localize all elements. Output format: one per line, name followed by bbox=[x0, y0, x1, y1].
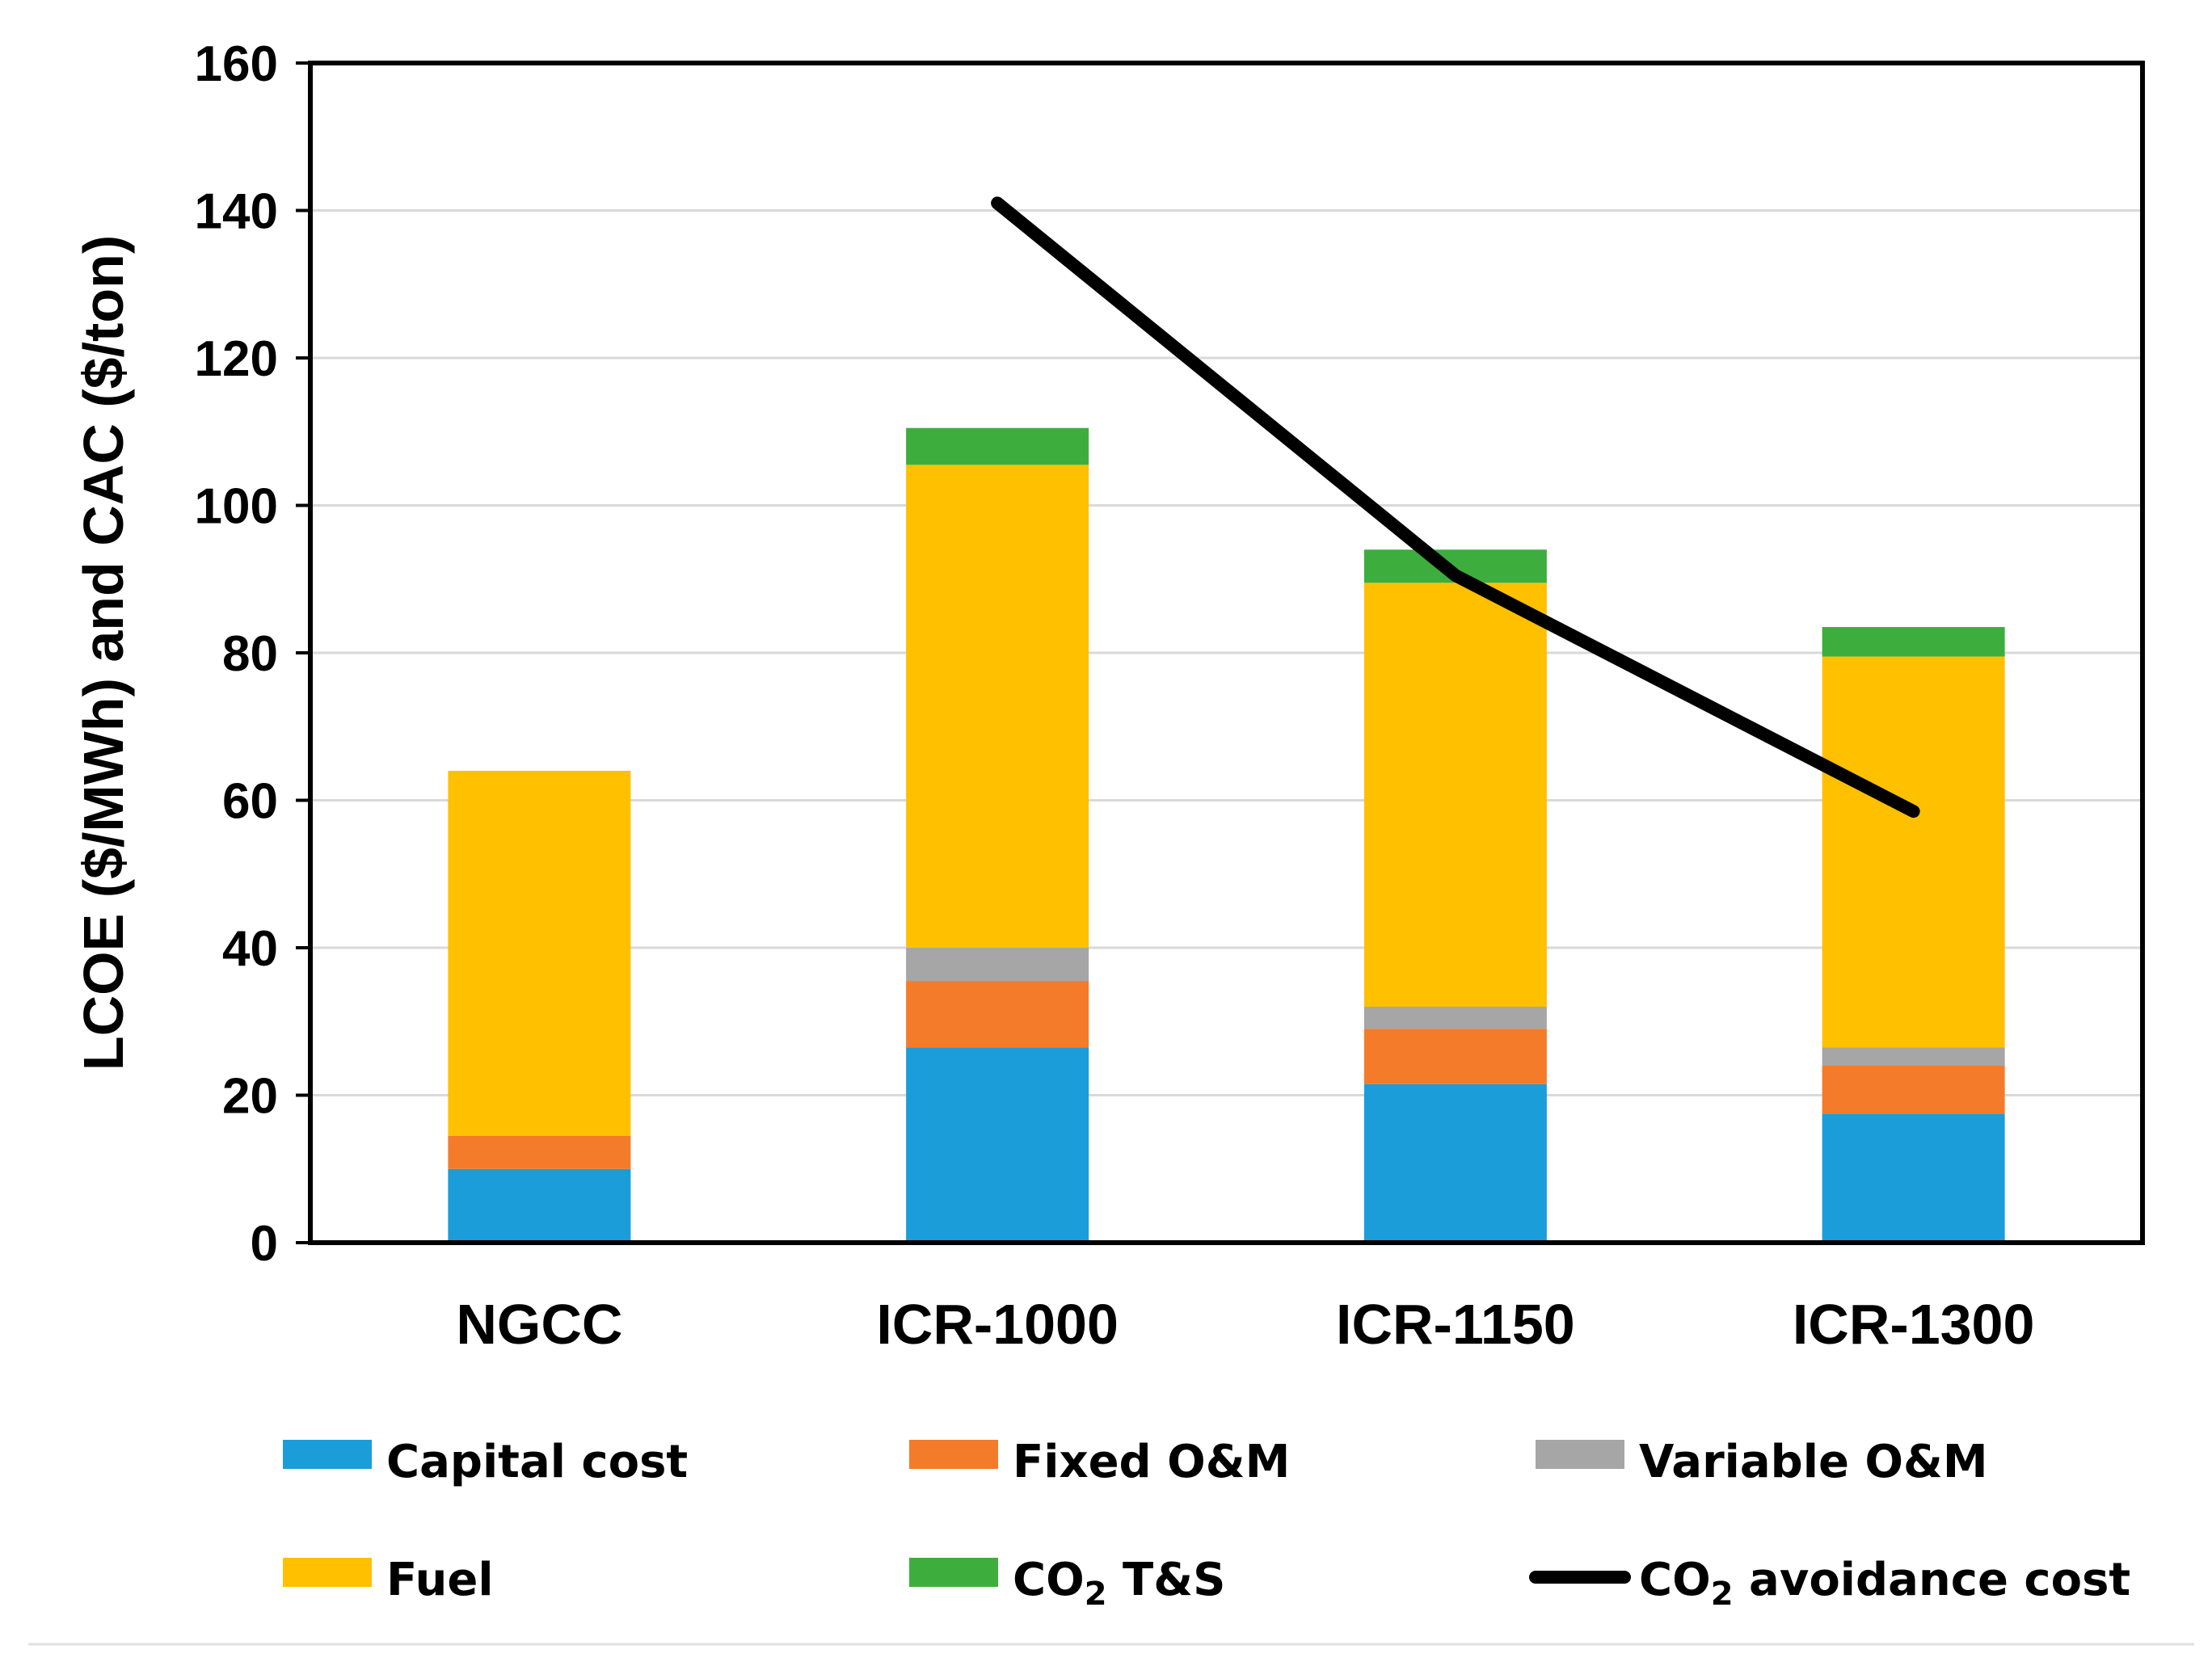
bar-segment bbox=[1363, 1083, 1547, 1243]
bar-segment bbox=[906, 427, 1089, 465]
x-category-label: ICR-1000 bbox=[876, 1293, 1119, 1356]
plot-frame bbox=[308, 61, 2145, 1245]
co2-avoidance-line bbox=[991, 196, 1920, 818]
x-category-label: NGCC bbox=[456, 1293, 622, 1356]
y-tick-label: 100 bbox=[195, 479, 278, 535]
bar-segment bbox=[1363, 583, 1547, 1007]
bar-segment bbox=[1822, 1047, 2005, 1066]
bar-segment bbox=[1822, 1066, 2005, 1114]
legend-label: Variable O&M bbox=[1639, 1436, 1988, 1488]
bar-segment bbox=[1822, 627, 2005, 657]
bar-segment bbox=[906, 981, 1089, 1048]
bar-segment bbox=[906, 948, 1089, 982]
y-tick-label: 160 bbox=[195, 36, 278, 92]
bar-segment bbox=[1822, 656, 2005, 1048]
legend-swatch bbox=[909, 1440, 998, 1469]
legend: Capital cost Fixed O&M Variable O&M Fuel CO2… bbox=[283, 1436, 2130, 1613]
legend-swatch bbox=[283, 1558, 372, 1587]
y-tick-label: 80 bbox=[222, 626, 278, 682]
y-tick-label: 20 bbox=[222, 1069, 278, 1125]
bar-segment bbox=[448, 1168, 631, 1243]
y-tick-label: 0 bbox=[251, 1216, 278, 1272]
legend-swatch bbox=[1536, 1440, 1624, 1469]
x-category-labels: NGCC ICR-1000 ICR-1150 ICR-1300 bbox=[456, 1293, 2034, 1356]
legend-label: Capital cost bbox=[386, 1436, 688, 1488]
legend-item: Capital cost bbox=[283, 1436, 688, 1488]
legend-item: Fuel bbox=[283, 1554, 494, 1606]
bar-segment bbox=[1363, 1029, 1547, 1084]
bar-segment bbox=[448, 1135, 631, 1169]
legend-label: CO2 T&S bbox=[1013, 1554, 1225, 1613]
y-tick-label: 140 bbox=[195, 184, 278, 240]
bar-segment bbox=[1822, 1113, 2005, 1243]
bar-segment bbox=[1363, 1007, 1547, 1029]
legend-swatch bbox=[909, 1558, 998, 1587]
axes bbox=[308, 61, 2145, 1245]
legend-label: CO2 avoidance cost bbox=[1639, 1554, 2130, 1613]
legend-item: Variable O&M bbox=[1536, 1436, 1988, 1488]
y-axis-title: LCOE ($/MWh) and CAC ($/ton) bbox=[72, 235, 135, 1071]
y-tick-labels: 0 20 40 60 80 100 120 140 160 bbox=[195, 36, 278, 1272]
bar-segment bbox=[906, 465, 1089, 948]
legend-swatch bbox=[283, 1440, 372, 1469]
legend-item: CO2 avoidance cost bbox=[1529, 1554, 2130, 1613]
y-tick-label: 60 bbox=[222, 774, 278, 830]
bar-segment bbox=[448, 771, 631, 1136]
bar-segment bbox=[906, 1047, 1089, 1243]
legend-item: CO2 T&S bbox=[909, 1554, 1225, 1613]
legend-label: Fuel bbox=[386, 1554, 494, 1606]
legend-item: Fixed O&M bbox=[909, 1436, 1290, 1488]
legend-label: Fixed O&M bbox=[1013, 1436, 1290, 1488]
y-tick-label: 40 bbox=[222, 921, 278, 977]
x-category-label: ICR-1300 bbox=[1793, 1293, 2035, 1356]
line-series bbox=[991, 196, 1920, 818]
x-category-label: ICR-1150 bbox=[1336, 1293, 1575, 1356]
bars bbox=[448, 427, 2005, 1243]
y-tick-label: 120 bbox=[195, 331, 278, 387]
